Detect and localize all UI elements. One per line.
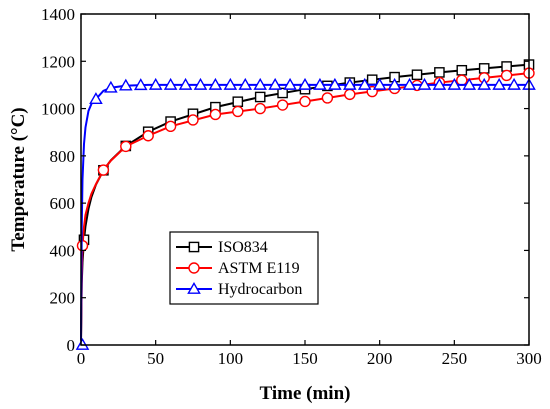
legend-entry: Hydrocarbon — [176, 281, 302, 298]
legend-entry: ISO834 — [176, 239, 268, 256]
legend-swatch-marker — [188, 241, 200, 253]
data-point — [254, 102, 266, 115]
y-tick-label: 1000 — [41, 100, 75, 119]
data-point — [209, 108, 222, 121]
data-point — [462, 77, 477, 90]
legend-swatch-marker — [188, 262, 200, 274]
data-point — [402, 77, 417, 90]
data-point — [118, 78, 133, 91]
data-point — [268, 77, 282, 90]
y-axis-label: Temperature (°C) — [8, 107, 29, 251]
y-tick-label: 600 — [50, 194, 76, 213]
data-point — [478, 63, 490, 74]
series-layer — [75, 59, 536, 350]
x-tick-label: 150 — [292, 349, 318, 368]
data-point — [500, 69, 513, 82]
data-point — [456, 74, 468, 86]
series-triangle — [75, 77, 536, 350]
legend-swatch-marker — [187, 281, 201, 294]
data-point — [277, 87, 288, 99]
data-point — [366, 74, 378, 86]
legend-label: Hydrocarbon — [218, 281, 302, 298]
data-point — [501, 61, 512, 72]
x-tick-label: 50 — [147, 349, 164, 368]
data-point — [187, 114, 199, 126]
data-point — [447, 77, 462, 90]
data-point — [97, 164, 110, 176]
legend-label: ASTM E119 — [218, 260, 300, 277]
data-point — [164, 120, 177, 133]
data-point — [357, 77, 372, 90]
legend: ISO834 ASTM E119 Hydrocarbon — [169, 231, 319, 305]
data-point — [254, 91, 266, 103]
data-point — [276, 99, 289, 111]
data-point — [321, 92, 334, 104]
x-tick-label: 250 — [442, 349, 468, 368]
data-point — [104, 80, 118, 93]
data-point — [193, 77, 208, 90]
y-tick-label: 1400 — [41, 5, 75, 24]
x-axis-label: Time (min) — [260, 383, 351, 404]
data-point — [232, 105, 244, 118]
legend-label: ISO834 — [218, 239, 268, 256]
data-point — [298, 77, 312, 90]
data-point — [417, 77, 432, 90]
data-point — [299, 95, 311, 108]
y-tick-label: 0 — [67, 336, 76, 355]
data-point — [434, 67, 445, 78]
data-point — [492, 77, 506, 90]
data-point — [344, 88, 356, 101]
tick-layer: 0 50 100 150 200 250 300 0 200 400 600 800 1000 1200 1… — [41, 5, 542, 368]
legend-entry: ASTM E119 — [176, 260, 300, 277]
data-point — [133, 78, 148, 91]
data-point — [208, 77, 223, 90]
data-point — [232, 96, 244, 108]
x-tick-label: 100 — [218, 349, 244, 368]
data-point — [411, 69, 423, 81]
y-tick-label: 200 — [50, 289, 76, 308]
data-point — [148, 77, 163, 90]
y-tick-label: 1200 — [41, 52, 75, 71]
data-point — [120, 140, 132, 153]
data-point — [238, 77, 253, 90]
data-point — [456, 64, 468, 76]
data-point — [342, 77, 357, 90]
data-point — [328, 77, 342, 90]
y-tick-label: 800 — [50, 147, 76, 166]
data-point — [507, 77, 521, 90]
data-point — [142, 130, 154, 142]
data-point — [372, 77, 387, 90]
data-point — [163, 77, 178, 90]
data-point — [432, 77, 447, 90]
data-point — [178, 77, 193, 90]
data-point — [313, 77, 327, 90]
x-tick-label: 0 — [77, 349, 86, 368]
data-point — [89, 92, 103, 105]
data-point — [253, 77, 268, 90]
data-point — [477, 77, 492, 90]
x-tick-label: 200 — [367, 349, 393, 368]
y-tick-label: 400 — [50, 241, 76, 260]
data-point — [223, 77, 238, 90]
data-point — [283, 77, 297, 90]
data-point — [387, 77, 402, 90]
x-tick-label: 300 — [516, 349, 542, 368]
